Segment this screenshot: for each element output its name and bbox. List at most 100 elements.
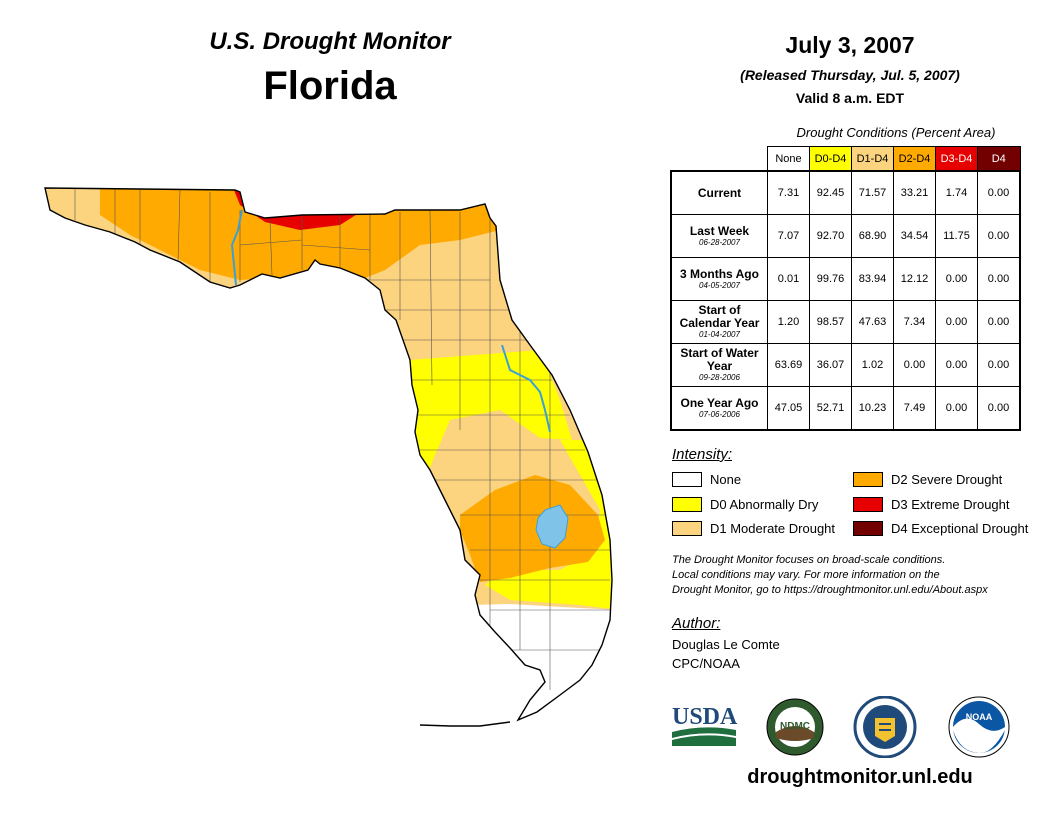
table-cell: 71.57 xyxy=(851,170,894,215)
legend-label: None xyxy=(710,472,742,487)
table-cell: 0.00 xyxy=(977,214,1021,258)
table-cell: 92.45 xyxy=(809,170,852,215)
table-cell: 33.21 xyxy=(893,170,936,215)
row-label: Current xyxy=(670,170,768,215)
col-header-d2-d4: D2-D4 xyxy=(893,146,936,172)
legend-swatch xyxy=(672,521,702,536)
d0-region-southeast xyxy=(485,440,612,610)
legend-title: Intensity: xyxy=(672,446,733,463)
table-row-one-year-ago: One Year Ago 07-06-2006 47.05 52.71 10.23… xyxy=(670,386,1021,431)
table-cell: 0.00 xyxy=(977,300,1021,344)
author-name: Douglas Le Comte xyxy=(672,637,780,652)
table-cell: 0.00 xyxy=(893,343,936,387)
table-row-current: Current 7.31 92.45 71.57 33.21 1.74 0.00 xyxy=(670,170,1021,215)
row-label: Start of Calendar Year 01-04-2007 xyxy=(670,300,768,344)
row-label: Start of Water Year 09-28-2006 xyxy=(670,343,768,387)
doc-seal-logo xyxy=(853,696,917,758)
valid-time: Valid 8 a.m. EDT xyxy=(795,90,905,106)
table-cell: 36.07 xyxy=(809,343,852,387)
legend-label: D3 Extreme Drought xyxy=(891,497,1010,512)
table-cell: 63.69 xyxy=(767,343,810,387)
table-cell: 34.54 xyxy=(893,214,936,258)
legend-label: D4 Exceptional Drought xyxy=(891,521,1029,536)
table-cell: 0.00 xyxy=(977,343,1021,387)
table-cell: 0.01 xyxy=(767,257,810,301)
author-org: CPC/NOAA xyxy=(672,656,740,671)
table-row-start-calendar-year: Start of Calendar Year 01-04-2007 1.20 98… xyxy=(670,300,1021,344)
table-caption: Drought Conditions (Percent Area) xyxy=(796,125,996,140)
d2-region-south xyxy=(460,475,605,582)
table-row-last-week: Last Week 06-28-2007 7.07 92.70 68.90 34.… xyxy=(670,214,1021,258)
website-url[interactable]: droughtmonitor.unl.edu xyxy=(747,766,973,788)
florida-keys xyxy=(419,721,511,727)
map-title: Florida xyxy=(263,64,397,108)
legend-swatch xyxy=(853,472,883,487)
row-date: 06-28-2007 xyxy=(699,237,740,247)
d0-region-central xyxy=(405,350,572,480)
legend-swatch xyxy=(672,497,702,512)
header-blank-cell xyxy=(671,147,768,172)
table-cell: 7.31 xyxy=(767,170,810,215)
col-header-none: None xyxy=(767,146,810,172)
table-cell: 92.70 xyxy=(809,214,852,258)
row-date: 07-06-2006 xyxy=(699,409,740,419)
disclaimer-note: The Drought Monitor focuses on broad-sca… xyxy=(672,553,1042,598)
florida-drought-map xyxy=(44,187,613,727)
table-cell: 0.00 xyxy=(935,257,978,301)
ndmc-logo: NDMC xyxy=(766,698,824,756)
table-cell: 0.00 xyxy=(935,343,978,387)
table-cell: 12.12 xyxy=(893,257,936,301)
noaa-logo: NOAA xyxy=(948,696,1010,758)
map-date: July 3, 2007 xyxy=(785,32,915,58)
row-label: 3 Months Ago 04-05-2007 xyxy=(670,257,768,301)
table-cell: 7.34 xyxy=(893,300,936,344)
table-cell: 0.00 xyxy=(977,257,1021,301)
row-label: Last Week 06-28-2007 xyxy=(670,214,768,258)
table-cell: 98.57 xyxy=(809,300,852,344)
table-cell: 68.90 xyxy=(851,214,894,258)
col-header-d0-d4: D0-D4 xyxy=(809,146,852,172)
table-cell: 99.76 xyxy=(809,257,852,301)
state-outline xyxy=(44,187,613,722)
st-johns-river xyxy=(501,344,551,433)
table-cell: 1.20 xyxy=(767,300,810,344)
usda-logo: USDA xyxy=(672,704,738,746)
table-cell: 7.49 xyxy=(893,386,936,431)
table-cell: 52.71 xyxy=(809,386,852,431)
svg-text:USDA: USDA xyxy=(672,704,738,730)
table-cell: 0.00 xyxy=(935,386,978,431)
note-line: The Drought Monitor focuses on broad-sca… xyxy=(672,554,946,566)
note-line: Drought Monitor, go to https://droughtmo… xyxy=(672,584,988,596)
col-header-d3-d4: D3-D4 xyxy=(935,146,978,172)
svg-text:NDMC: NDMC xyxy=(780,721,810,732)
legend-label: D0 Abnormally Dry xyxy=(710,497,819,512)
county-boundaries xyxy=(74,188,610,690)
table-cell: 11.75 xyxy=(935,214,978,258)
table-cell: 0.00 xyxy=(977,386,1021,431)
table-header-row: None D0-D4 D1-D4 D2-D4 D3-D4 D4 xyxy=(671,146,1021,172)
legend-label: D1 Moderate Drought xyxy=(710,521,836,536)
legend-label: D2 Severe Drought xyxy=(891,472,1003,487)
table-cell: 10.23 xyxy=(851,386,894,431)
legend-swatch xyxy=(853,497,883,512)
col-header-d4: D4 xyxy=(977,146,1021,172)
legend-swatch xyxy=(853,521,883,536)
drought-conditions-table: None D0-D4 D1-D4 D2-D4 D3-D4 D4 Current … xyxy=(670,146,1021,431)
table-row-start-water-year: Start of Water Year 09-28-2006 63.69 36.0… xyxy=(670,343,1021,387)
table-cell: 47.63 xyxy=(851,300,894,344)
row-label: One Year Ago 07-06-2006 xyxy=(670,386,768,431)
lake-okeechobee xyxy=(535,504,569,549)
legend-swatch xyxy=(672,472,702,487)
table-cell: 1.74 xyxy=(935,170,978,215)
none-region-south xyxy=(470,604,612,720)
col-header-d1-d4: D1-D4 xyxy=(851,146,894,172)
row-date: 01-04-2007 xyxy=(699,330,740,339)
table-cell: 47.05 xyxy=(767,386,810,431)
table-cell: 1.02 xyxy=(851,343,894,387)
map-subtitle: U.S. Drought Monitor xyxy=(209,28,451,55)
table-cell: 7.07 xyxy=(767,214,810,258)
note-line: Local conditions may vary. For more info… xyxy=(672,569,940,581)
svg-text:NOAA: NOAA xyxy=(966,712,993,722)
release-date: (Released Thursday, Jul. 5, 2007) xyxy=(740,67,960,83)
table-cell: 83.94 xyxy=(851,257,894,301)
